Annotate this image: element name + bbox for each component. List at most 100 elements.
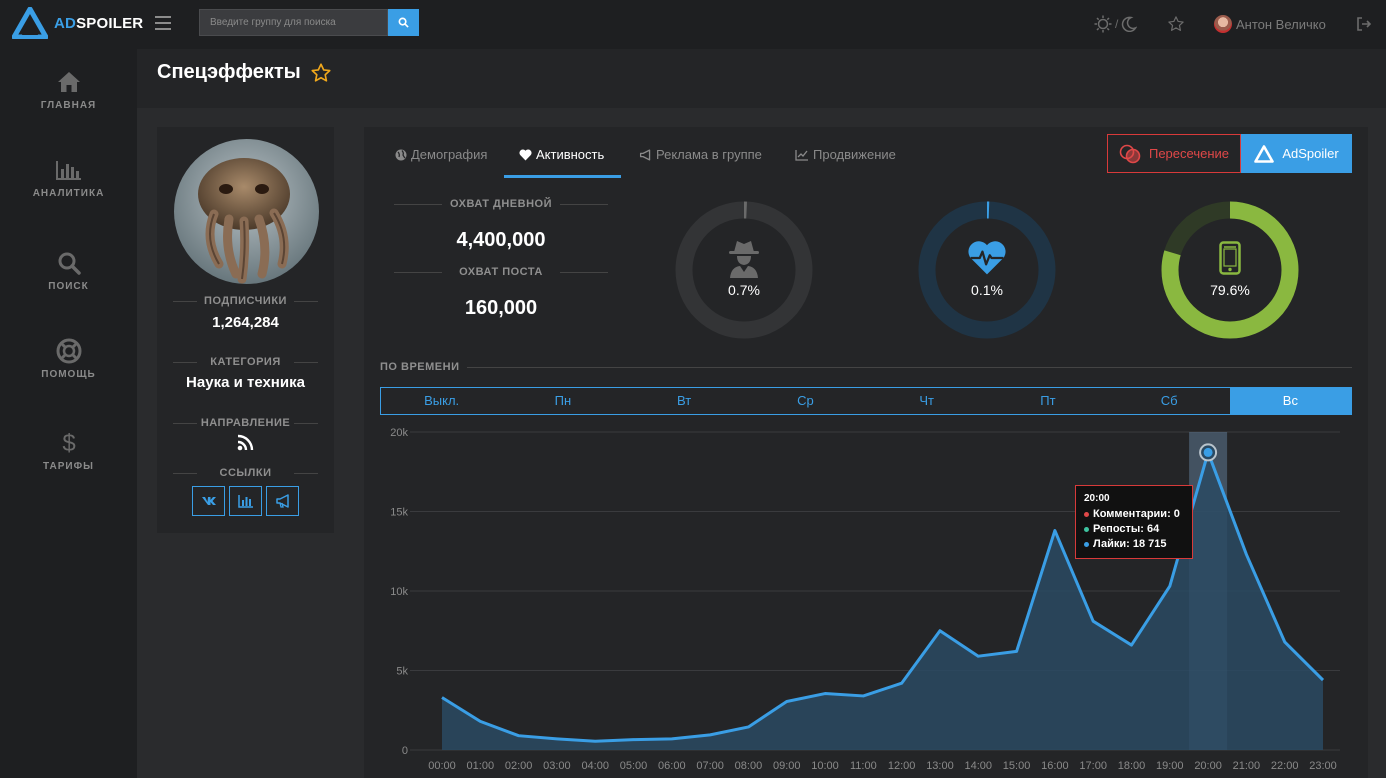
data-point: [478, 719, 482, 723]
sidebar-item-analytics[interactable]: АНАЛИТИКА: [0, 157, 137, 199]
data-point: [1321, 678, 1325, 682]
data-point: [1015, 649, 1019, 653]
tooltip-row-text: Лайки: 18 715: [1093, 538, 1167, 550]
search-button[interactable]: [388, 9, 419, 36]
x-tick-label: 23:00: [1309, 760, 1337, 772]
day-tab-off[interactable]: Выкл.: [424, 393, 460, 408]
data-point: [1168, 584, 1172, 588]
data-point: [785, 700, 789, 704]
favorites-icon[interactable]: [1167, 15, 1185, 38]
bar-chart-icon: [237, 495, 253, 508]
sun-icon: [1094, 15, 1112, 33]
data-point: [555, 737, 559, 741]
donut-mobile: 79.6%: [1160, 200, 1300, 340]
logo[interactable]: ADSPOILER: [12, 7, 143, 39]
megaphone-icon: [275, 494, 289, 508]
x-tick-label: 00:00: [428, 760, 456, 772]
post-reach-value: 160,000: [464, 297, 538, 319]
search-icon: [58, 252, 81, 275]
active-tab-indicator: [504, 175, 621, 178]
tab-label: Активность: [536, 147, 605, 162]
day-tab-wed[interactable]: Ср: [797, 393, 814, 408]
data-point: [708, 733, 712, 737]
tooltip-dot: [1084, 527, 1089, 532]
dollar-icon: $: [62, 430, 75, 456]
group-profile-card: ПОДПИСЧИКИ 1,264,284 КАТЕГОРИЯ Наука и т…: [157, 127, 334, 533]
adspoiler-button[interactable]: AdSpoiler: [1241, 134, 1352, 173]
x-tick-label: 05:00: [620, 760, 648, 772]
post-reach-label: ОХВАТ ПОСТА: [394, 266, 608, 278]
intersection-button[interactable]: Пересечение: [1107, 134, 1241, 173]
donut-percent: 0.1%: [971, 282, 1003, 298]
user-avatar: [1214, 15, 1232, 33]
x-tick-label: 13:00: [926, 760, 954, 772]
tooltip-time: 20:00: [1084, 493, 1110, 504]
series-line: [441, 450, 1325, 743]
data-point: [632, 738, 636, 742]
links-label: ССЫЛКИ: [157, 467, 334, 479]
sidebar-item-label: ПОМОЩЬ: [41, 369, 96, 380]
y-tick-label: 10k: [390, 586, 408, 598]
search-input[interactable]: [199, 9, 388, 36]
x-tick-label: 21:00: [1233, 760, 1261, 772]
chart-tooltip: 20:00 Комментарии: 0 Репосты: 64 Лайки: …: [1075, 485, 1193, 559]
menu-icon[interactable]: [155, 16, 171, 30]
x-tick-label: 07:00: [696, 760, 724, 772]
sidebar-item-pricing[interactable]: $ ТАРИФЫ: [0, 430, 137, 472]
y-tick-label: 15k: [390, 507, 408, 519]
theme-toggle[interactable]: /: [1094, 15, 1138, 33]
tab-activity[interactable]: Активность: [519, 147, 604, 162]
x-tick-label: 14:00: [964, 760, 992, 772]
subscribers-label: ПОДПИСЧИКИ: [157, 295, 334, 307]
sidebar-item-search[interactable]: ПОИСК: [0, 250, 137, 292]
globe-icon: [395, 149, 407, 160]
day-tab-thu[interactable]: Чт: [919, 393, 934, 408]
x-tick-label: 17:00: [1079, 760, 1107, 772]
data-point: [670, 737, 674, 741]
megaphone-icon: [639, 148, 651, 161]
user-menu[interactable]: Антон Величко: [1214, 15, 1326, 33]
moon-icon: [1122, 16, 1138, 32]
group-avatar: [174, 139, 319, 284]
tab-label: Продвижение: [813, 147, 896, 162]
data-point: [440, 696, 444, 700]
tab-label: Демография: [411, 147, 488, 162]
x-tick-label: 03:00: [543, 760, 571, 772]
tab-promotion[interactable]: Продвижение: [795, 147, 896, 162]
day-tab-fri[interactable]: Пт: [1040, 393, 1056, 408]
daily-reach-label: ОХВАТ ДНЕВНОЙ: [394, 198, 608, 210]
x-tick-label: 06:00: [658, 760, 686, 772]
x-tick-label: 19:00: [1156, 760, 1184, 772]
x-tick-label: 01:00: [467, 760, 495, 772]
favorite-star-icon[interactable]: [310, 62, 332, 89]
tooltip-row-text: Репосты: 64: [1093, 523, 1160, 535]
sidebar-item-home[interactable]: ГЛАВНАЯ: [0, 69, 137, 111]
tab-demography[interactable]: Демография: [395, 147, 487, 162]
day-tab-mon[interactable]: Пн: [554, 393, 572, 408]
heart-pulse-icon: [967, 238, 1007, 278]
tab-ads-in-group[interactable]: Реклама в группе: [639, 147, 762, 162]
stats-link-button[interactable]: [229, 486, 262, 516]
x-tick-label: 04:00: [581, 760, 609, 772]
logout-icon[interactable]: [1356, 16, 1372, 37]
phone-icon: [1210, 238, 1250, 278]
ads-link-button[interactable]: [266, 486, 299, 516]
vk-link-button[interactable]: [192, 486, 225, 516]
vk-icon: [201, 497, 216, 505]
analytics-icon: [55, 161, 81, 180]
top-bar: ADSPOILER / Антон Величко: [0, 0, 1386, 49]
tab-label: Реклама в группе: [656, 147, 762, 162]
sidebar-item-help[interactable]: ПОМОЩЬ: [0, 338, 137, 380]
tooltip-row-comments: Комментарии: 0: [1084, 507, 1184, 522]
donut-percent: 0.7%: [728, 282, 760, 298]
x-tick-label: 22:00: [1271, 760, 1299, 772]
day-tab-sun[interactable]: Вс: [1229, 388, 1351, 414]
data-point: [1203, 447, 1213, 457]
day-tab-tue[interactable]: Вт: [677, 393, 692, 408]
svg-text:$: $: [62, 430, 75, 456]
sidebar-item-label: ПОИСК: [48, 281, 89, 292]
x-tick-label: 11:00: [850, 760, 877, 772]
y-tick-label: 0: [402, 745, 408, 757]
day-tab-sat[interactable]: Сб: [1160, 393, 1178, 408]
data-point: [938, 629, 942, 633]
